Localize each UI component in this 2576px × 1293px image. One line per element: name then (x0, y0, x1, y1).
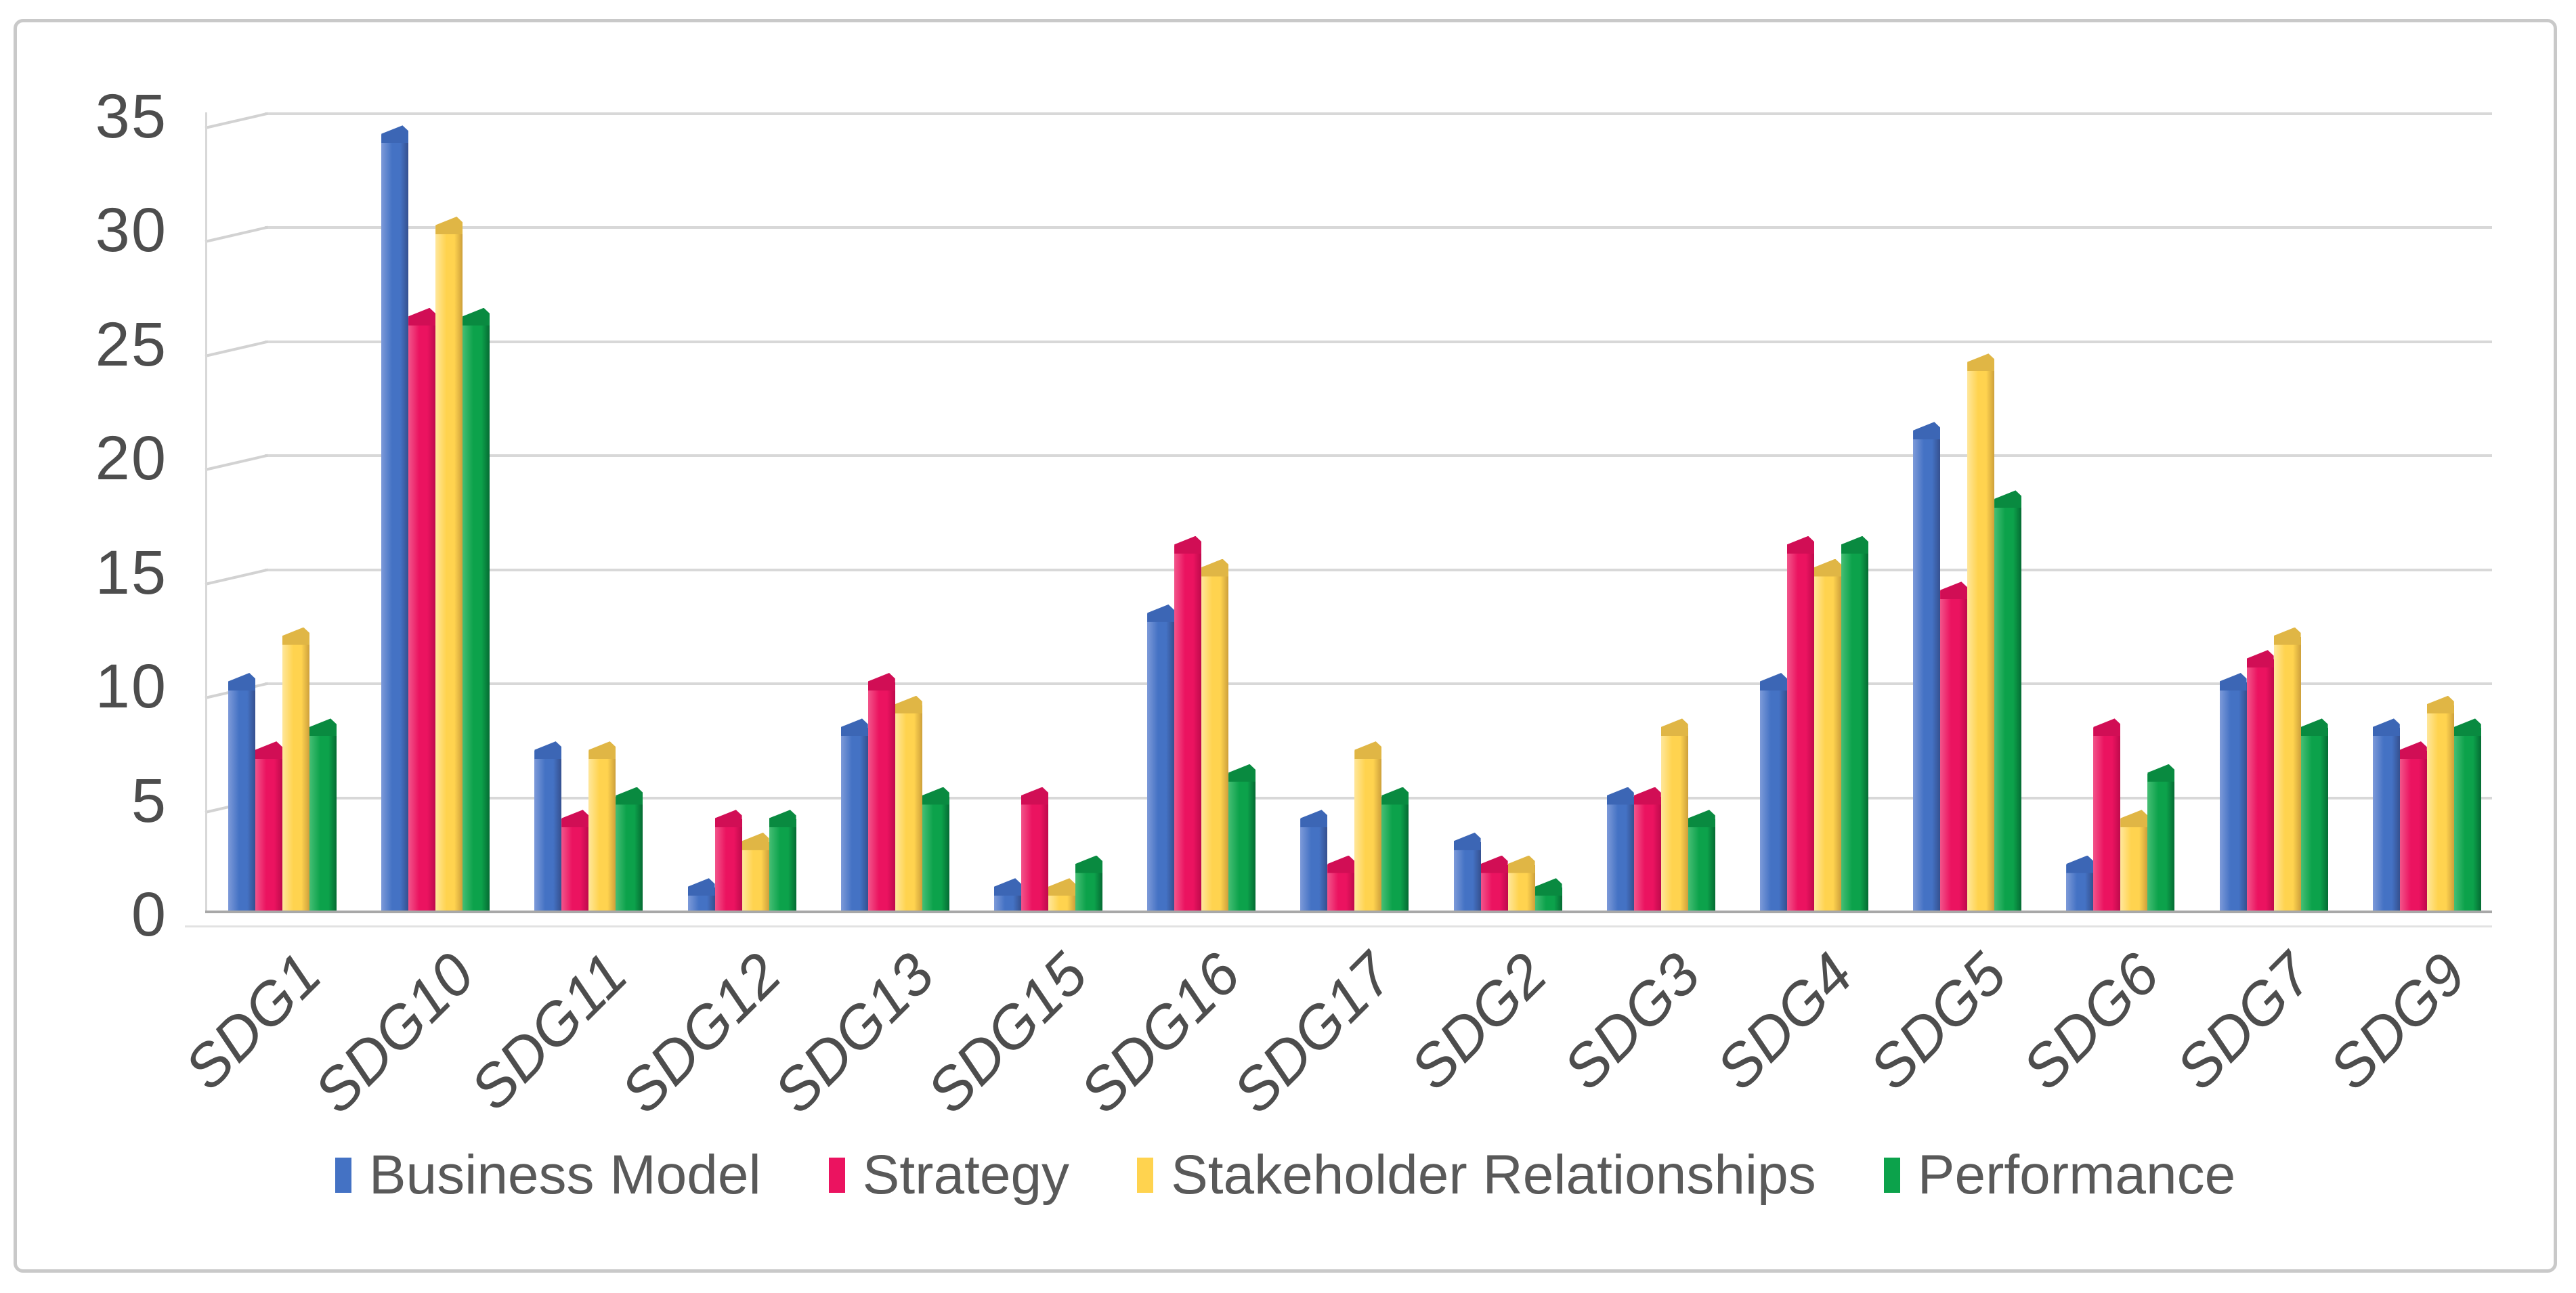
bar-performance-sdg10 (463, 317, 490, 911)
y-tick-label-15: 15 (95, 538, 167, 607)
legend-item-performance: Performance (1883, 1144, 2236, 1206)
gridline-10 (265, 682, 2492, 685)
bar-business-model-sdg15 (994, 887, 1021, 911)
bar-stakeholder-relationships-sdg2 (1507, 864, 1535, 911)
bar-stakeholder-relationships-sdg1 (282, 636, 309, 911)
y-tick-label-20: 20 (95, 424, 167, 493)
bar-business-model-sdg4 (1760, 682, 1787, 911)
y-tick-label-35: 35 (95, 81, 167, 151)
gridline-15 (265, 568, 2492, 571)
legend: Business Model Strategy Stakeholder Relati… (17, 1147, 2554, 1203)
bar-performance-sdg5 (1994, 500, 2022, 911)
bar-strategy-sdg16 (1174, 545, 1202, 911)
bar-stakeholder-relationships-sdg4 (1814, 568, 1841, 911)
legend-item-stakeholder-relationships: Stakeholder Relationships (1137, 1147, 1816, 1203)
bar-performance-sdg2 (1534, 887, 1562, 911)
gridline-20 (265, 454, 2492, 457)
bar-business-model-sdg3 (1606, 796, 1634, 911)
bar-stakeholder-relationships-sdg10 (435, 226, 463, 911)
bar-strategy-sdg11 (561, 819, 589, 911)
bar-stakeholder-relationships-sdg7 (2273, 636, 2301, 911)
x-axis-line (205, 911, 2492, 913)
gridline-depth-segment (205, 112, 269, 129)
legend-label-stakeholder-relationships: Stakeholder Relationships (1171, 1144, 1816, 1206)
bar-performance-sdg11 (616, 796, 643, 911)
gridline-depth-segment (205, 568, 269, 586)
y-tick-label-25: 25 (95, 309, 167, 379)
bar-stakeholder-relationships-sdg11 (588, 751, 616, 911)
bar-performance-sdg4 (1841, 545, 1868, 911)
bar-performance-sdg9 (2453, 728, 2481, 911)
bar-business-model-sdg16 (1147, 613, 1175, 911)
y-axis-line (205, 112, 207, 911)
bar-strategy-sdg1 (255, 751, 282, 911)
bar-business-model-sdg7 (2219, 682, 2247, 911)
legend-label-business-model: Business Model (368, 1144, 761, 1206)
y-tick-label-0: 0 (131, 880, 167, 949)
legend-swatch-strategy (828, 1158, 845, 1193)
bar-stakeholder-relationships-sdg6 (2120, 819, 2148, 911)
bar-performance-sdg7 (2300, 728, 2328, 911)
bar-business-model-sdg2 (1453, 841, 1481, 911)
bar-stakeholder-relationships-sdg16 (1201, 568, 1229, 911)
bar-business-model-sdg17 (1300, 819, 1328, 911)
legend-swatch-performance (1883, 1158, 1900, 1193)
gridline-30 (265, 226, 2492, 229)
bar-strategy-sdg12 (714, 819, 742, 911)
legend-label-performance: Performance (1917, 1144, 2236, 1206)
bar-business-model-sdg6 (2066, 864, 2094, 911)
bar-stakeholder-relationships-sdg3 (1660, 728, 1688, 911)
bar-stakeholder-relationships-sdg17 (1354, 751, 1382, 911)
gridline-depth-segment (205, 340, 269, 357)
legend-swatch-business-model (335, 1158, 351, 1193)
plot-floor-front-edge (185, 925, 2492, 927)
y-tick-label-5: 5 (131, 766, 167, 835)
y-tick-label-30: 30 (95, 196, 167, 265)
gridline-depth-segment (205, 225, 269, 243)
bar-strategy-sdg9 (2399, 751, 2427, 911)
gridline-25 (265, 340, 2492, 343)
bar-performance-sdg12 (769, 819, 796, 911)
legend-item-strategy: Strategy (828, 1144, 1070, 1206)
bar-strategy-sdg4 (1787, 545, 1814, 911)
bar-performance-sdg15 (1075, 864, 1102, 911)
bar-business-model-sdg1 (228, 682, 255, 911)
gridline-depth-segment (205, 454, 269, 471)
bar-strategy-sdg5 (1940, 591, 1968, 911)
bar-performance-sdg17 (1381, 796, 1409, 911)
bar-performance-sdg13 (922, 796, 949, 911)
bar-strategy-sdg13 (867, 682, 895, 911)
bar-strategy-sdg2 (1480, 864, 1508, 911)
bar-business-model-sdg11 (534, 751, 562, 911)
bar-business-model-sdg9 (2372, 728, 2400, 911)
bar-strategy-sdg15 (1021, 796, 1048, 911)
bar-strategy-sdg10 (408, 317, 436, 911)
bar-strategy-sdg3 (1633, 796, 1661, 911)
bar-stakeholder-relationships-sdg15 (1048, 887, 1075, 911)
bar-strategy-sdg17 (1327, 864, 1355, 911)
y-tick-label-10: 10 (95, 652, 167, 721)
bar-stakeholder-relationships-sdg5 (1967, 363, 1995, 911)
bar-business-model-sdg13 (840, 728, 868, 911)
legend-item-business-model: Business Model (335, 1147, 761, 1203)
bar-business-model-sdg5 (1913, 431, 1941, 911)
bar-stakeholder-relationships-sdg13 (895, 705, 922, 911)
gridline-35 (265, 112, 2492, 115)
bar-strategy-sdg7 (2246, 659, 2274, 911)
bar-performance-sdg6 (2147, 773, 2175, 911)
legend-swatch-stakeholder-relationships (1137, 1158, 1154, 1193)
bar-business-model-sdg12 (687, 887, 715, 911)
bar-performance-sdg16 (1228, 773, 1256, 911)
bar-stakeholder-relationships-sdg9 (2426, 705, 2454, 911)
bar-business-model-sdg10 (381, 135, 409, 911)
bar-performance-sdg1 (309, 728, 337, 911)
bar-stakeholder-relationships-sdg12 (742, 841, 769, 911)
legend-label-strategy: Strategy (862, 1144, 1070, 1206)
bar-strategy-sdg6 (2093, 728, 2121, 911)
bar-performance-sdg3 (1688, 819, 1715, 911)
chart-frame: 0 5 10 15 20 25 30 35 SDG1 SDG10 SDG11 SDG12 SDG13 S… (14, 19, 2557, 1273)
